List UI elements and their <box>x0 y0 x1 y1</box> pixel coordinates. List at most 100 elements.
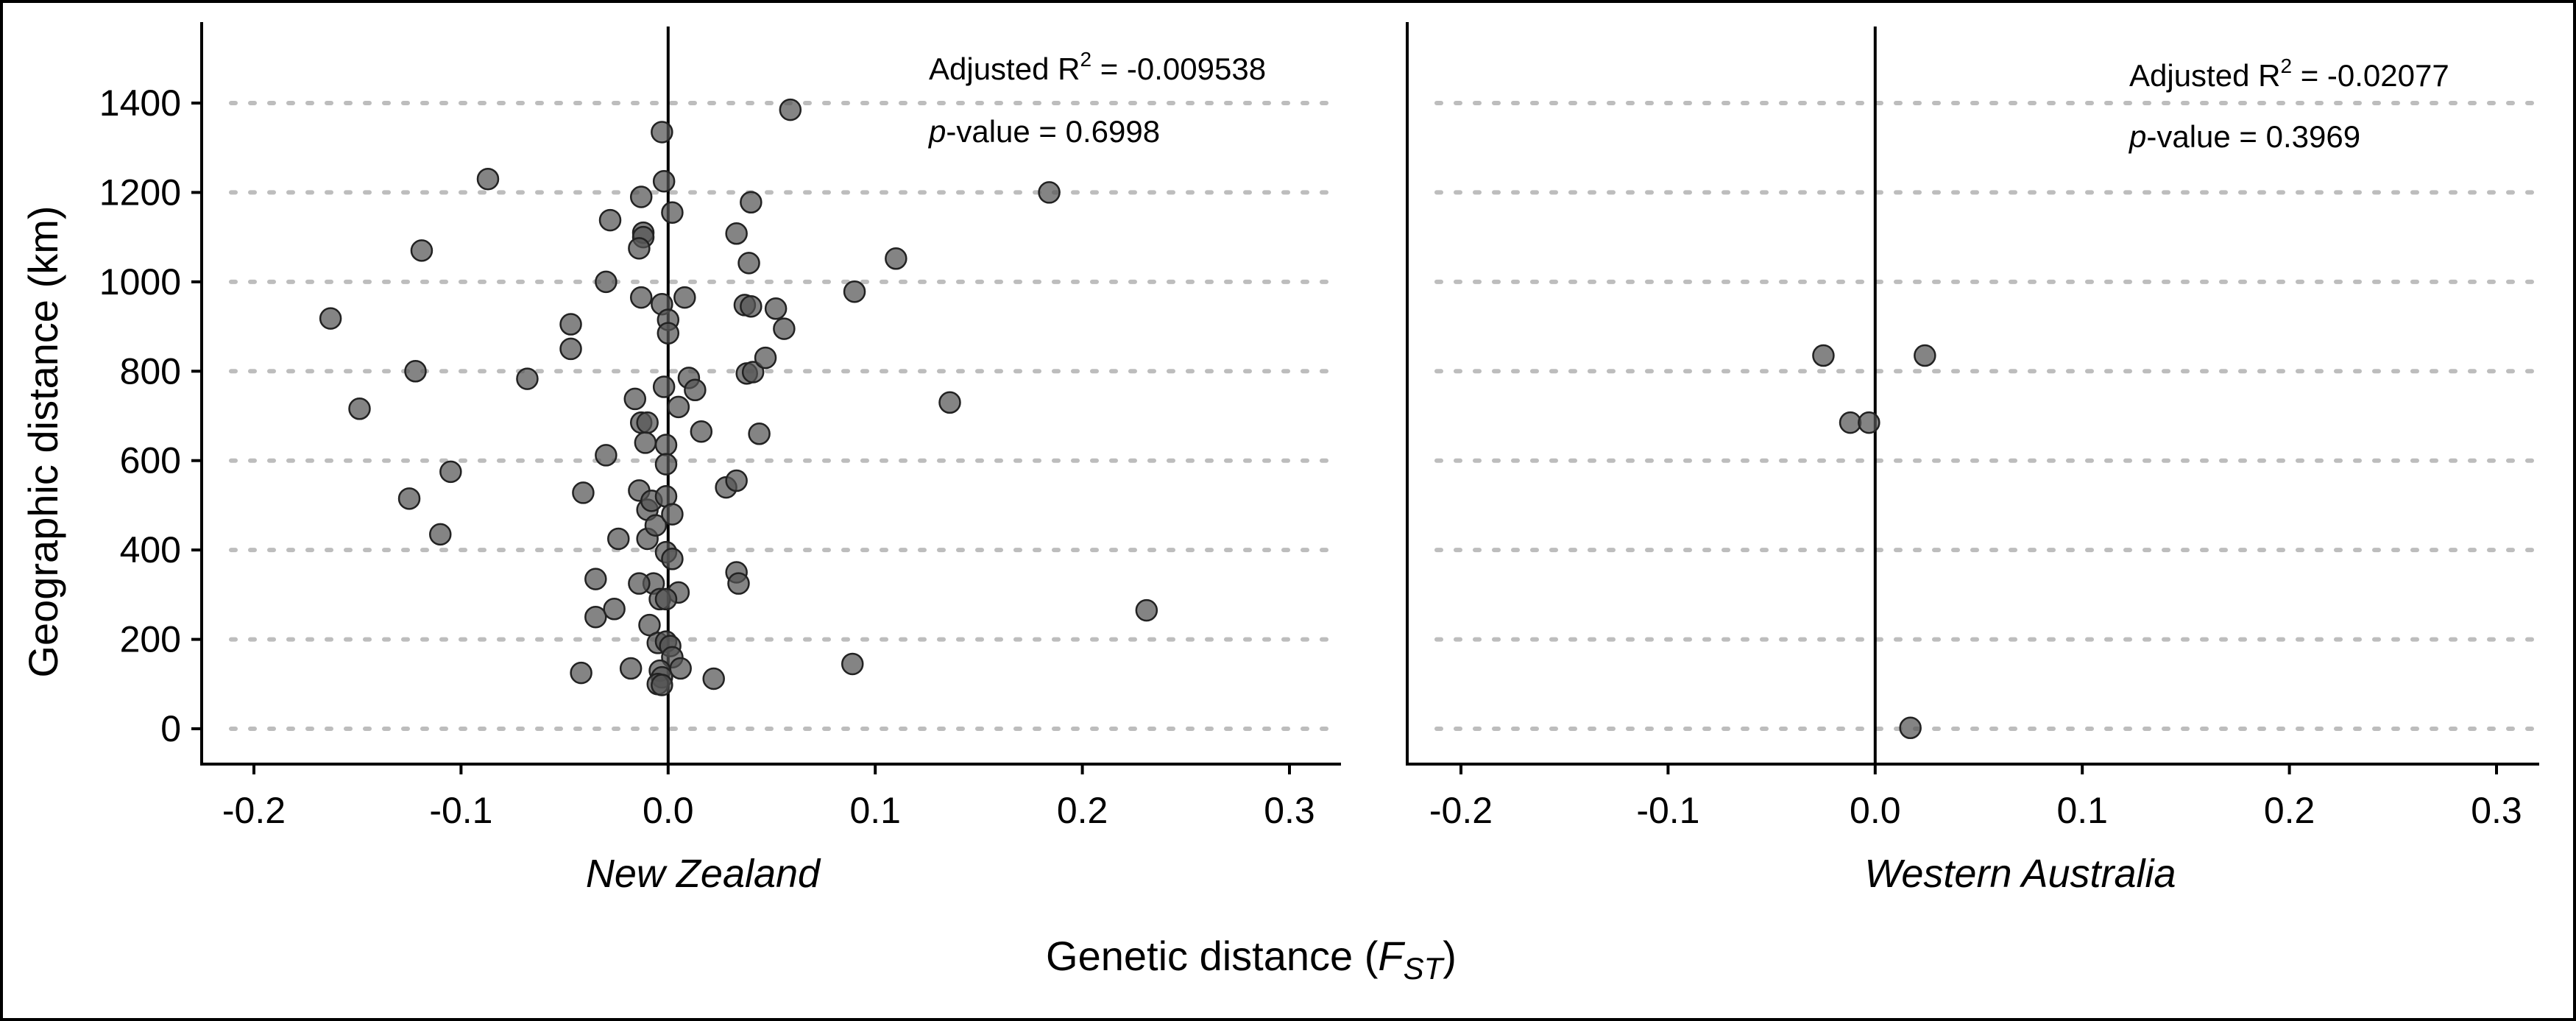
data-point <box>570 661 592 685</box>
data-point <box>651 674 673 696</box>
data-point <box>410 239 434 262</box>
panel-western-australia: -0.2 -0.1 0.0 0.1 0.2 0.3 Western Australia Adj… <box>1406 22 2541 896</box>
p-value-annotation: p-value = 0.3969 <box>2128 119 2360 154</box>
data-point <box>476 167 500 191</box>
data-point <box>598 208 622 232</box>
data-point <box>740 191 762 214</box>
data-point <box>1812 344 1835 367</box>
r2-annotation: Adjusted R2 = -0.02077 <box>2129 54 2449 93</box>
y-tick-label: 0 <box>160 708 181 749</box>
data-point <box>661 503 684 526</box>
x-tick-label: -0.1 <box>429 790 492 831</box>
data-point <box>654 587 678 611</box>
data-point <box>652 375 676 398</box>
data-point <box>1135 598 1158 622</box>
y-tick-label: 1200 <box>99 172 181 213</box>
data-point <box>737 252 760 275</box>
x-tick-label: -0.2 <box>1429 790 1493 831</box>
data-point <box>429 523 452 546</box>
data-point <box>1858 411 1880 434</box>
data-point <box>690 420 713 443</box>
data-point <box>572 481 595 504</box>
data-point <box>764 297 788 320</box>
y-tick-label: 1000 <box>99 261 181 303</box>
data-point <box>595 444 618 467</box>
data-point <box>516 367 539 390</box>
data-point <box>652 170 676 193</box>
data-point <box>404 360 427 383</box>
data-point <box>725 469 748 492</box>
data-point <box>629 186 653 208</box>
x-tick-label: -0.2 <box>222 790 286 831</box>
data-point <box>661 548 684 570</box>
data-point <box>623 387 647 411</box>
data-point <box>628 237 651 260</box>
data-point <box>595 270 618 294</box>
data-point <box>727 572 750 595</box>
x-axis-title-prefix: Genetic distance ( <box>1046 933 1379 979</box>
x-tick-label: 0.0 <box>1850 790 1901 831</box>
data-point <box>319 307 342 330</box>
data-point <box>754 346 777 370</box>
x-tick-label: 0.2 <box>2264 790 2315 831</box>
y-tick-label: 400 <box>120 529 181 570</box>
data-point <box>667 395 690 419</box>
data-point <box>773 317 796 340</box>
data-point <box>779 98 802 121</box>
data-point <box>634 431 657 454</box>
data-point <box>841 652 864 676</box>
data-point <box>1914 344 1936 367</box>
p-value-annotation: p-value = 0.6998 <box>927 114 1160 149</box>
panel-new-zealand: -0.2 -0.1 0.0 0.1 0.2 0.3 New Zealand Adjusted … <box>200 22 1343 896</box>
x-axis-title: Genetic distance (FST) <box>1046 933 1457 986</box>
data-point <box>439 460 462 484</box>
y-tick-label: 1400 <box>99 82 181 124</box>
data-point <box>1899 716 1922 740</box>
x-tick-label: -0.1 <box>1636 790 1699 831</box>
p-value: -value = 0.6998 <box>946 114 1160 149</box>
y-tick-label: 800 <box>120 350 181 392</box>
data-point <box>684 378 707 402</box>
r2-label: Adjusted R <box>2129 58 2280 93</box>
data-point <box>654 453 678 476</box>
data-point <box>843 280 866 303</box>
data-point <box>584 568 607 590</box>
p-label: p <box>2128 119 2146 154</box>
data-point <box>748 423 771 445</box>
data-point <box>725 222 748 245</box>
data-point <box>636 411 659 434</box>
data-point <box>938 391 961 414</box>
y-axis: 0 200 400 600 800 1000 1200 1400 <box>99 82 202 749</box>
panel-label: Western Australia <box>1864 852 2176 896</box>
x-tick-label: 0.2 <box>1057 790 1108 831</box>
x-axis-title-symbol: F <box>1378 933 1405 979</box>
data-point <box>397 487 421 510</box>
data-point <box>1038 181 1061 204</box>
x-tick-label: 0.0 <box>643 790 694 831</box>
data-point <box>885 247 907 270</box>
data-point <box>559 313 582 336</box>
x-tick-label: 0.1 <box>849 790 901 831</box>
r2-superscript: 2 <box>2280 54 2292 77</box>
x-axis-title-suffix: ) <box>1443 933 1457 979</box>
data-point <box>741 361 765 384</box>
data-point <box>661 201 684 224</box>
data-point <box>644 514 668 537</box>
y-tick-label: 600 <box>120 440 181 481</box>
data-point <box>740 295 762 318</box>
p-value: -value = 0.3969 <box>2146 119 2360 154</box>
data-point <box>651 121 673 144</box>
x-tick-label: 0.3 <box>1264 790 1315 831</box>
data-point <box>628 572 651 595</box>
r2-annotation: Adjusted R2 = -0.009538 <box>929 48 1266 86</box>
y-axis-title: Geographic distance (km) <box>20 205 66 677</box>
data-point <box>607 527 630 551</box>
data-point <box>584 605 607 629</box>
x-tick-label: 0.3 <box>2471 790 2522 831</box>
data-point <box>1839 411 1862 434</box>
data-point <box>669 657 692 680</box>
data-point <box>657 322 680 345</box>
data-point <box>702 667 725 690</box>
